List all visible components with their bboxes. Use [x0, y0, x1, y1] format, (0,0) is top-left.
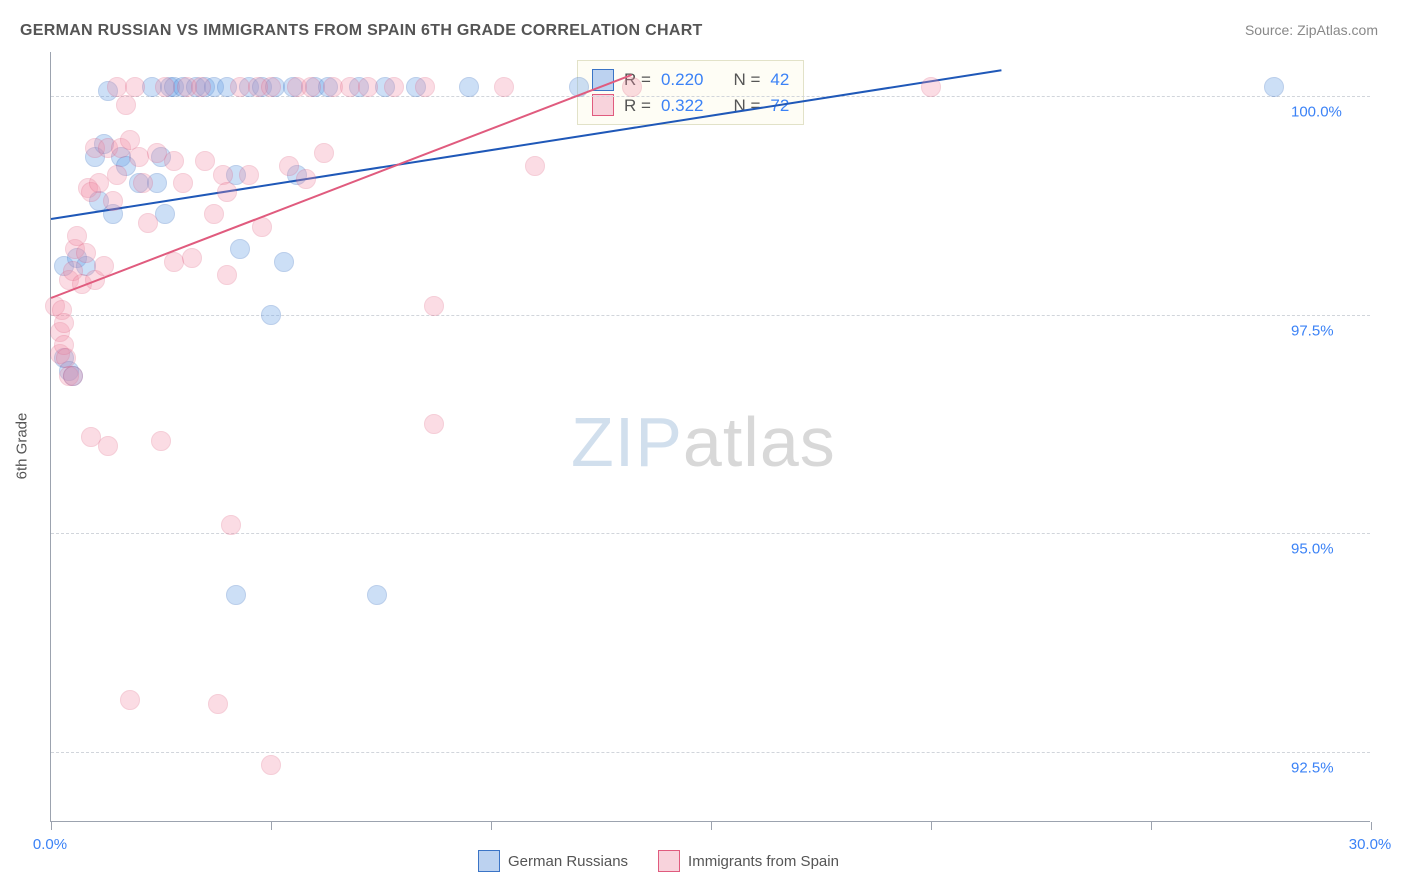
legend-swatch [478, 850, 500, 872]
x-tick [1151, 822, 1152, 830]
scatter-point [133, 173, 153, 193]
scatter-point [217, 265, 237, 285]
scatter-point [384, 77, 404, 97]
scatter-point [107, 165, 127, 185]
scatter-point [125, 77, 145, 97]
scatter-point [151, 431, 171, 451]
watermark-bold: ZIP [571, 403, 683, 481]
scatter-point [525, 156, 545, 176]
scatter-point [204, 204, 224, 224]
scatter-point [98, 436, 118, 456]
scatter-point [155, 204, 175, 224]
scatter-point [195, 151, 215, 171]
scatter-point [164, 151, 184, 171]
legend-item: German Russians [478, 850, 628, 872]
scatter-point [217, 182, 237, 202]
x-tick [271, 822, 272, 830]
gridline [51, 752, 1370, 753]
watermark-thin: atlas [683, 403, 836, 481]
scatter-point [314, 143, 334, 163]
scatter-point [921, 77, 941, 97]
legend-swatch [592, 94, 614, 116]
plot-area: ZIPatlas R =0.220N =42R =0.322N =72 92.5… [50, 52, 1370, 822]
scatter-point [622, 77, 642, 97]
scatter-point [367, 585, 387, 605]
source-label: Source: ZipAtlas.com [1245, 22, 1378, 38]
scatter-point [191, 77, 211, 97]
legend-label: German Russians [508, 853, 628, 870]
y-tick-label: 92.5% [1291, 760, 1334, 777]
scatter-point [155, 77, 175, 97]
x-tick-label: 0.0% [33, 836, 67, 853]
y-tick-label: 95.0% [1291, 541, 1334, 558]
scatter-point [239, 165, 259, 185]
x-tick [711, 822, 712, 830]
legend-item: Immigrants from Spain [658, 850, 839, 872]
scatter-point [182, 248, 202, 268]
x-tick [491, 822, 492, 830]
scatter-point [76, 243, 96, 263]
scatter-point [226, 585, 246, 605]
chart-title: GERMAN RUSSIAN VS IMMIGRANTS FROM SPAIN … [20, 22, 703, 40]
x-tick [1371, 822, 1372, 830]
scatter-point [494, 77, 514, 97]
x-tick-label: 30.0% [1349, 836, 1392, 853]
scatter-point [261, 755, 281, 775]
scatter-point [274, 252, 294, 272]
scatter-point [261, 305, 281, 325]
gridline [51, 315, 1370, 316]
x-tick [931, 822, 932, 830]
y-axis-label: 6th Grade [14, 413, 31, 480]
scatter-point [120, 690, 140, 710]
scatter-point [116, 95, 136, 115]
scatter-point [279, 156, 299, 176]
scatter-point [301, 77, 321, 97]
scatter-point [221, 515, 241, 535]
y-tick-label: 97.5% [1291, 322, 1334, 339]
gridline [51, 533, 1370, 534]
scatter-point [358, 77, 378, 97]
scatter-point [103, 191, 123, 211]
scatter-point [173, 173, 193, 193]
legend-r-value: 0.220 [661, 67, 704, 93]
scatter-point [54, 313, 74, 333]
scatter-point [208, 694, 228, 714]
legend-n-value: 42 [770, 67, 789, 93]
scatter-point [424, 296, 444, 316]
legend-label: Immigrants from Spain [688, 853, 839, 870]
scatter-point [415, 77, 435, 97]
legend-series: German Russians Immigrants from Spain [478, 850, 839, 872]
legend-correlation: R =0.220N =42R =0.322N =72 [577, 60, 804, 125]
scatter-point [459, 77, 479, 97]
scatter-point [296, 169, 316, 189]
y-tick-label: 100.0% [1291, 103, 1342, 120]
scatter-point [63, 366, 83, 386]
scatter-point [424, 414, 444, 434]
legend-swatch [658, 850, 680, 872]
scatter-point [1264, 77, 1284, 97]
scatter-point [230, 239, 250, 259]
watermark: ZIPatlas [571, 402, 836, 482]
scatter-point [261, 77, 281, 97]
legend-n-label: N = [733, 67, 760, 93]
scatter-point [138, 213, 158, 233]
x-tick [51, 822, 52, 830]
